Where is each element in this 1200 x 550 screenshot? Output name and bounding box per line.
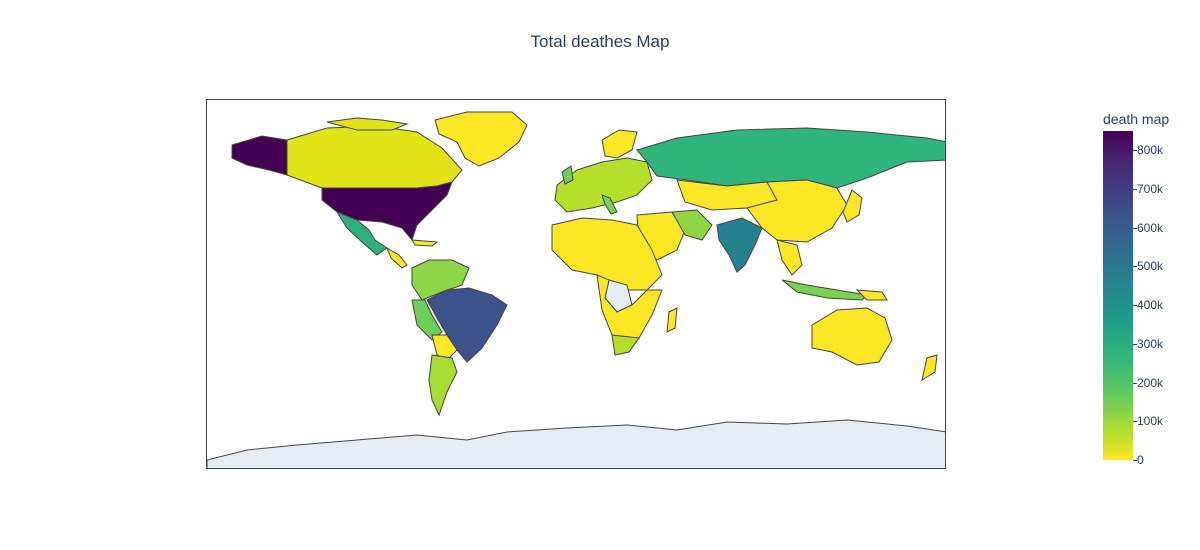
colorbar-tick-mark bbox=[1133, 344, 1137, 345]
region-madagascar[interactable] bbox=[666, 307, 678, 333]
map-frame[interactable] bbox=[206, 99, 946, 469]
region-argentina[interactable] bbox=[428, 354, 458, 417]
region-papua[interactable] bbox=[855, 289, 888, 301]
region-europe[interactable] bbox=[554, 157, 653, 213]
region-usa[interactable] bbox=[321, 181, 453, 242]
region-greenland[interactable] bbox=[434, 111, 528, 167]
region-cuba[interactable] bbox=[411, 239, 439, 247]
region-indonesia[interactable] bbox=[781, 279, 869, 301]
region-brazil[interactable] bbox=[426, 287, 508, 363]
choropleth-map[interactable] bbox=[207, 100, 946, 469]
region-alaska[interactable] bbox=[231, 135, 288, 176]
colorbar-tick-mark bbox=[1133, 266, 1137, 267]
colorbar bbox=[1103, 131, 1133, 460]
region-canada-islands[interactable] bbox=[326, 117, 409, 131]
region-japan[interactable] bbox=[842, 189, 863, 223]
colorbar-tick-label: 100k bbox=[1137, 414, 1164, 428]
region-new-zealand[interactable] bbox=[921, 354, 938, 382]
region-peru[interactable] bbox=[411, 299, 443, 341]
region-south-africa[interactable] bbox=[611, 334, 640, 356]
colorbar-tick-mark bbox=[1133, 421, 1137, 422]
region-southeast-asia[interactable] bbox=[776, 239, 803, 276]
region-africa-north[interactable] bbox=[551, 217, 663, 291]
colorbar-tick-label: 300k bbox=[1137, 337, 1164, 351]
region-uk[interactable] bbox=[561, 165, 574, 185]
region-canada[interactable] bbox=[286, 125, 463, 189]
region-italy[interactable] bbox=[601, 194, 618, 215]
colorbar-tick-mark bbox=[1133, 189, 1137, 190]
region-india[interactable] bbox=[716, 217, 763, 273]
region-bolivia[interactable] bbox=[431, 334, 458, 361]
region-central-america[interactable] bbox=[385, 246, 408, 269]
region-iran[interactable] bbox=[671, 209, 713, 241]
region-russia[interactable] bbox=[636, 127, 946, 189]
colorbar-tick-label: 400k bbox=[1137, 298, 1164, 312]
colorbar-tick-mark bbox=[1133, 305, 1137, 306]
region-china[interactable] bbox=[746, 179, 848, 243]
colorbar-tick-label: 600k bbox=[1137, 221, 1164, 235]
colorbar-tick-mark bbox=[1133, 228, 1137, 229]
colorbar-tick-label: 800k bbox=[1137, 143, 1164, 157]
colorbar-tick-mark bbox=[1133, 150, 1137, 151]
colorbar-tick-mark bbox=[1133, 383, 1137, 384]
colorbar-tick-label: 500k bbox=[1137, 259, 1164, 273]
region-antarctica[interactable] bbox=[207, 419, 946, 469]
chart-title: Total deathes Map bbox=[530, 32, 670, 51]
region-scandinavia[interactable] bbox=[601, 129, 638, 159]
region-colombia[interactable] bbox=[411, 259, 470, 301]
colorbar-tick-label: 700k bbox=[1137, 182, 1164, 196]
colorbar-tick-label: 0 bbox=[1137, 453, 1144, 467]
colorbar-tick-mark bbox=[1133, 460, 1137, 461]
region-australia[interactable] bbox=[811, 307, 893, 366]
colorbar-tick-label: 200k bbox=[1137, 376, 1164, 390]
colorbar-title: death map bbox=[1103, 111, 1170, 127]
